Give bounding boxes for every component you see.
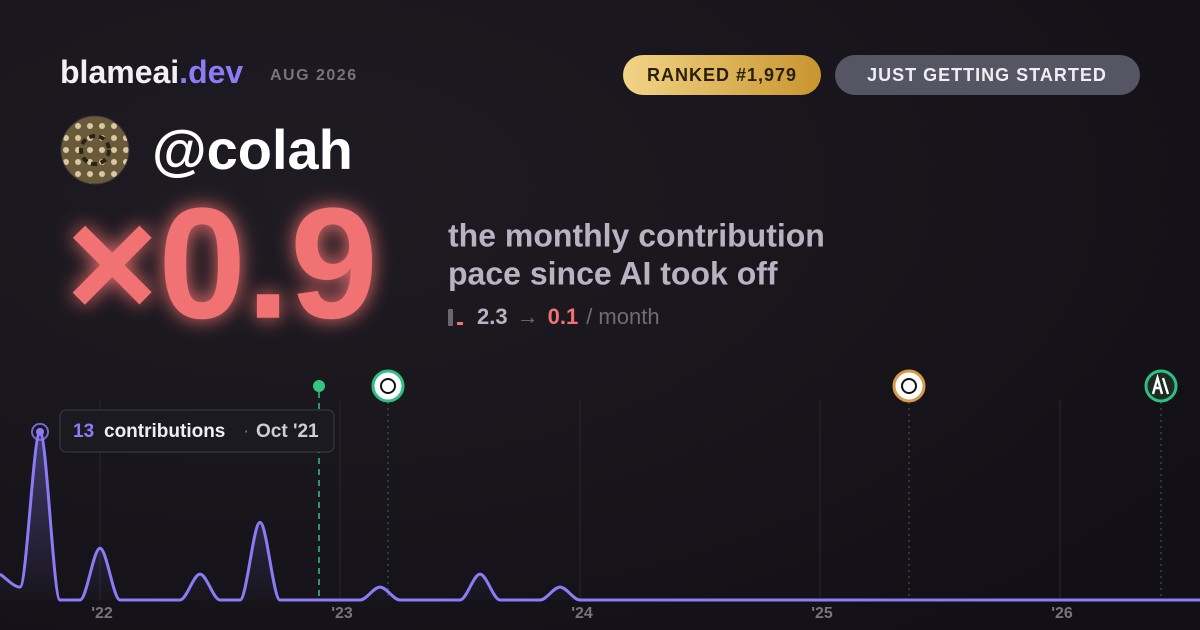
event-icon [892, 369, 926, 403]
tooltip-label: contributions [104, 421, 225, 442]
pace-arrow: → [517, 304, 539, 329]
description-line: the monthly contribution [448, 217, 825, 253]
pace-unit: / month [586, 304, 659, 329]
highlight-point [36, 427, 45, 436]
status-badge [835, 55, 1140, 95]
event-glyph [380, 378, 396, 394]
tooltip-date: Oct '21 [256, 421, 319, 442]
pace-icon [457, 322, 463, 325]
x-tick-label: '25 [811, 605, 833, 622]
handle: @colah [152, 118, 353, 181]
pace: 2.3 → 0.1 / month [477, 304, 660, 329]
event-icon [371, 369, 405, 403]
multiplier: ×0.9 [66, 176, 378, 352]
pace-after: 0.1 [548, 304, 579, 329]
tooltip [59, 409, 335, 453]
avatar [60, 115, 130, 185]
tooltip-separator: · [243, 421, 249, 442]
tooltip-value: 13 [73, 421, 94, 442]
x-tick-label: '22 [91, 605, 113, 622]
event-markers [313, 369, 1178, 600]
description-line: pace since AI took off [448, 255, 778, 291]
x-tick-label: '24 [571, 605, 593, 622]
event-glyph [1151, 373, 1170, 395]
highlight-ring [31, 422, 50, 441]
pace-icon [448, 309, 453, 326]
rank-text: RANKED #1,979 [647, 65, 797, 85]
event-glyph [901, 378, 917, 394]
x-tick-label: '26 [1051, 605, 1073, 622]
line [0, 430, 1200, 602]
x-tick-label: '23 [331, 605, 353, 622]
brand: blameai.dev [60, 54, 243, 90]
event-icon [1144, 369, 1178, 403]
brand-name: blameai [60, 54, 179, 90]
chart: '22 '23 '24 '25 '26 [0, 400, 1200, 622]
brand-suffix: .dev [179, 54, 243, 90]
pace-before: 2.3 [477, 304, 508, 329]
event-dot [313, 380, 325, 392]
status-text: JUST GETTING STARTED [867, 65, 1107, 85]
date: AUG 2026 [270, 67, 358, 84]
avatar-detail [79, 134, 111, 166]
rank-badge [623, 55, 821, 95]
